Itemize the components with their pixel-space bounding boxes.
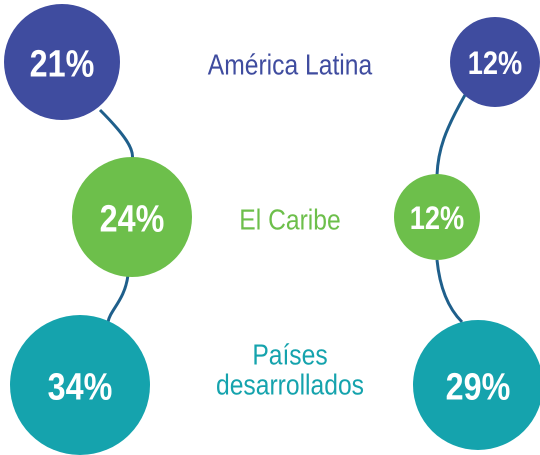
percent: 24% bbox=[100, 198, 165, 240]
percent: 21% bbox=[30, 43, 95, 85]
connector bbox=[435, 94, 467, 176]
percent: 12% bbox=[468, 46, 522, 82]
circle bbox=[413, 320, 540, 450]
connector bbox=[106, 274, 130, 323]
circle bbox=[72, 157, 192, 277]
circle bbox=[394, 174, 480, 260]
percent: 34% bbox=[48, 366, 113, 408]
circle bbox=[10, 315, 150, 455]
connector bbox=[435, 259, 464, 324]
circle bbox=[4, 4, 120, 120]
circle bbox=[450, 17, 540, 107]
label: América Latina bbox=[208, 49, 372, 81]
label: Países bbox=[252, 339, 327, 371]
label: El Caribe bbox=[239, 204, 340, 236]
circles: 21% 12% América Latina 24% 12% El Caribe 34% 29… bbox=[4, 4, 540, 455]
connector bbox=[98, 108, 134, 161]
percent: 12% bbox=[410, 201, 464, 237]
percent: 29% bbox=[446, 366, 511, 408]
label: desarrollados bbox=[216, 369, 364, 401]
